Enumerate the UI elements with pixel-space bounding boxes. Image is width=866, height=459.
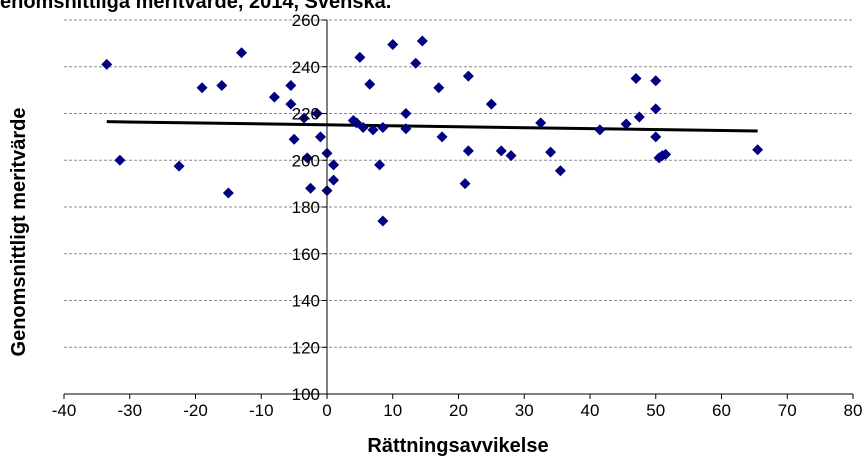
data-point [328,174,340,186]
data-point [114,154,126,166]
data-point [594,124,606,136]
data-point [328,159,340,171]
data-point [288,133,300,145]
data-point [462,145,474,157]
x-tick-label: 30 [515,401,534,420]
data-point [650,131,662,143]
data-point [400,108,412,119]
data-point [400,123,412,135]
data-point [485,98,497,110]
y-tick-label: 260 [292,11,320,30]
data-point [495,145,507,157]
data-point [101,58,113,70]
data-point [236,47,248,59]
data-point [545,146,557,158]
data-point [630,72,642,84]
x-tick-label: 70 [778,401,797,420]
y-tick-labels: 100 120 140 160 180 200 220 240 260 [292,11,320,404]
data-point [314,131,326,143]
x-tick-label: 40 [581,401,600,420]
data-point [268,91,280,103]
x-axis-label: Rättningsavvikelse [367,435,548,457]
data-point [173,160,185,172]
data-point [620,118,632,130]
y-tick-label: 180 [292,198,320,217]
data-point [377,122,389,134]
x-tick-label: 20 [449,401,468,420]
x-tick-label: -10 [249,401,274,420]
data-point [374,159,386,171]
data-point [387,39,399,51]
x-tick-label: 60 [712,401,731,420]
y-tick-label: 120 [292,338,320,357]
data-point [285,79,297,91]
data-point [459,178,471,190]
data-point [752,144,764,156]
data-point [298,112,310,124]
data-point [410,57,422,69]
data-points [101,35,764,227]
x-tick-label: -30 [117,401,142,420]
data-point [433,82,445,94]
data-point [285,98,297,110]
data-point [505,150,517,162]
x-tick-label: 10 [383,401,402,420]
x-tick-label: 50 [646,401,665,420]
x-tick-label: 80 [844,401,863,420]
data-point [416,35,428,47]
data-point [436,131,448,143]
y-tick-label: 200 [292,151,320,170]
y-tick-label: 100 [292,385,320,404]
data-point [305,182,317,194]
data-point [357,122,369,134]
trendline-group [106,120,758,133]
data-point [196,82,208,94]
y-axis-label: Genomsnittligt meritvärde [8,108,30,357]
data-point [367,124,379,136]
y-tick-label: 140 [292,292,320,311]
y-tick-label: 160 [292,245,320,264]
data-point [554,165,566,177]
x-tick-label: -20 [183,401,208,420]
y-tick-label: 240 [292,58,320,77]
axes [63,19,854,399]
data-point [311,108,323,119]
data-point [633,111,645,123]
trendline [106,120,758,133]
data-point [222,187,234,199]
x-tick-label: -40 [52,401,77,420]
data-point [660,148,672,160]
data-point [351,117,363,129]
gridlines [64,19,853,348]
x-tick-labels: -40 -30 -20 -10 0 10 20 30 40 50 60 70 80 [52,401,863,420]
data-point [535,117,547,129]
data-point [462,70,474,82]
data-point [216,79,228,91]
data-point [650,103,662,115]
data-point [364,78,376,90]
y-tick-label: 220 [292,105,320,124]
data-point [650,75,662,87]
data-point [354,51,366,63]
x-tick-label: 0 [322,401,331,420]
data-point [377,215,389,227]
chart-title: enomsnittliga meritvärde, 2014, Svenska. [0,0,391,13]
data-point [301,152,313,164]
